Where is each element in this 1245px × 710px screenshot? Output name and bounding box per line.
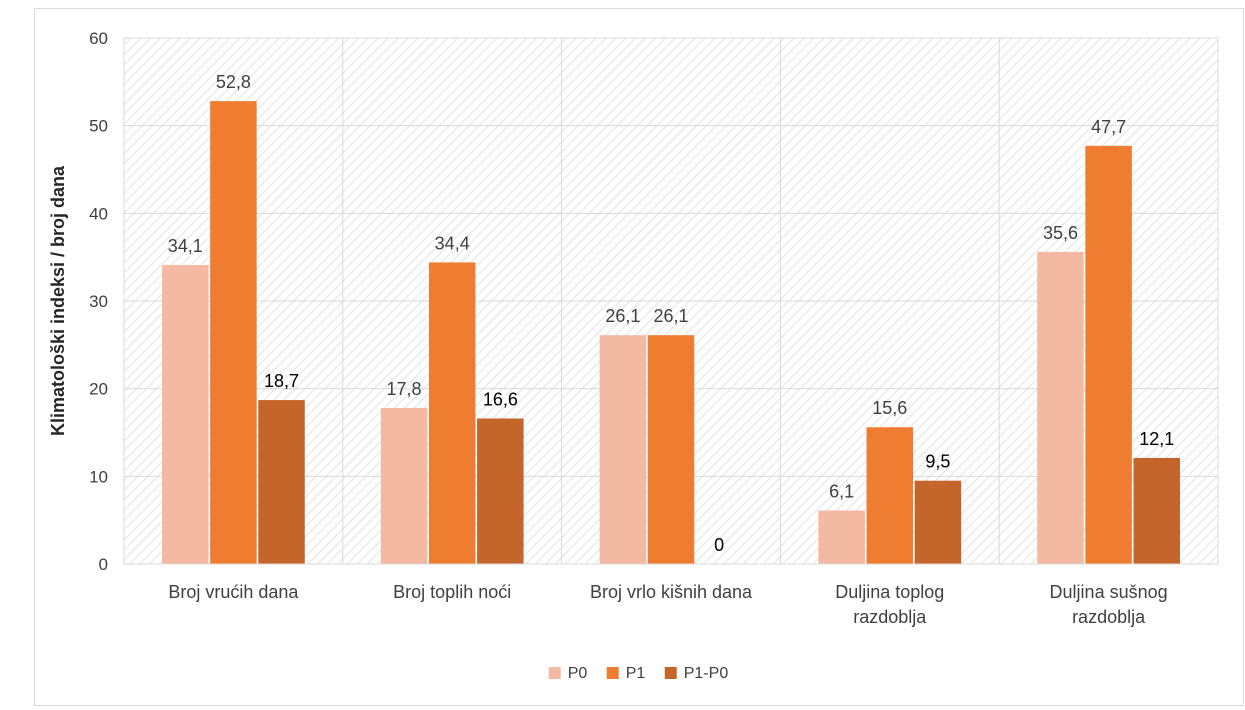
x-tick-label: Duljina sušnog [1050,582,1168,602]
y-tick-label: 20 [89,380,108,399]
y-tick-label: 30 [89,292,108,311]
y-tick-label: 60 [89,29,108,48]
data-label: 26,1 [605,306,640,326]
bar [380,407,428,564]
data-label: 47,7 [1091,117,1126,137]
y-tick-label: 0 [99,555,108,574]
data-label: 15,6 [872,398,907,418]
bar [162,265,209,564]
legend-label: P0 [568,665,588,682]
bar [914,480,962,564]
data-label: 34,1 [168,236,203,256]
legend-swatch [548,667,561,679]
data-label: 12,1 [1139,429,1174,449]
legend-swatch [606,667,619,679]
x-tick-label: Broj toplih noći [393,582,511,602]
bar [647,335,695,564]
data-label: 6,1 [829,482,854,502]
y-tick-label: 50 [89,117,108,136]
x-tick-label: Duljina toplog [835,582,944,602]
legend: P0 P1 P1-P0 [548,665,729,682]
x-tick-label: razdoblja [853,607,927,627]
data-labels: 34,1 52,8 18,7 17,8 34,4 16,6 26,1 26,1 0 6,1 15,6… [168,72,1175,555]
bar [1133,457,1180,564]
bar [1037,251,1084,564]
x-tick-label: Broj vrlo kišnih dana [590,582,753,602]
bar [477,418,524,564]
axes: 0 10 20 30 40 50 60 Broj vrućih dana Broj toplih… [89,29,1218,627]
data-label: 16,6 [483,389,518,409]
bar [818,510,865,564]
y-tick-label: 10 [89,467,108,486]
y-tick-label: 40 [89,204,108,223]
data-label: 52,8 [216,72,251,92]
bar [428,262,476,564]
data-label: 35,6 [1043,223,1078,243]
data-label: 9,5 [925,452,950,472]
data-label: 0 [714,535,724,555]
bar [599,335,647,564]
data-label: 34,4 [435,233,470,253]
data-label: 26,1 [653,306,688,326]
bar [866,427,914,564]
data-label: 18,7 [264,371,299,391]
legend-label: P1-P0 [684,665,729,682]
legend-label: P1 [626,665,646,682]
bar [1085,145,1132,564]
bar [210,101,257,565]
y-axis-label: Klimatološki indeksi / broj dana [48,165,68,436]
legend-swatch [664,667,677,679]
data-label: 17,8 [387,379,422,399]
bars [162,101,1180,565]
x-tick-label: razdoblja [1072,607,1146,627]
x-tick-label: Broj vrućih dana [168,582,299,602]
bar [258,400,305,564]
